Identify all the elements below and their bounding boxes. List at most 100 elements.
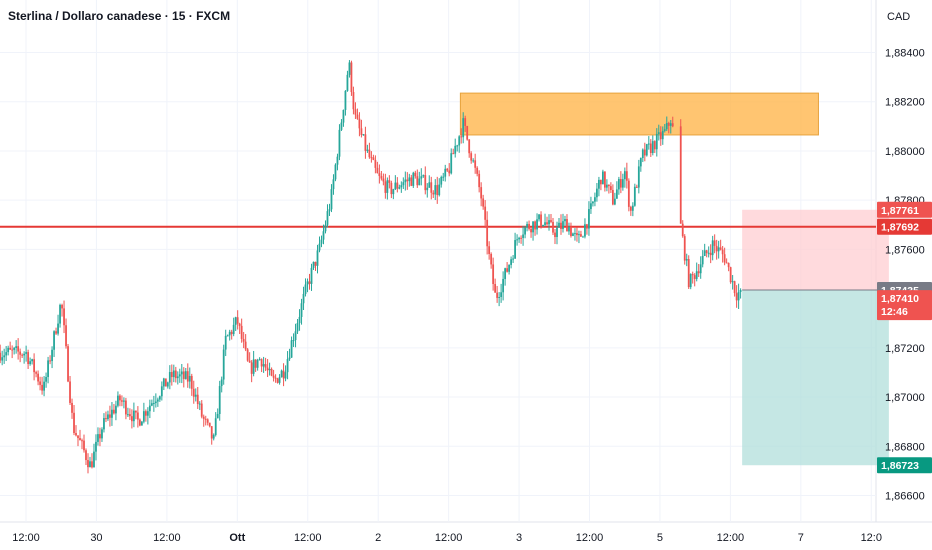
candle (200, 400, 203, 419)
candle (150, 399, 153, 407)
candle (296, 318, 299, 334)
candle (661, 126, 664, 145)
candle (645, 143, 648, 157)
take-profit-area[interactable] (742, 289, 889, 466)
candle (641, 148, 644, 163)
candle (127, 407, 129, 417)
candle (338, 124, 341, 161)
candle (346, 70, 349, 92)
candle (17, 338, 20, 360)
candle (701, 250, 704, 268)
candle (15, 340, 18, 354)
svg-text:1,87410: 1,87410 (881, 293, 919, 305)
candle (172, 364, 175, 383)
candle (568, 222, 570, 235)
candle (649, 139, 652, 157)
candle (103, 413, 105, 433)
time-tick-label: 12:00 (153, 532, 181, 544)
candle (538, 213, 540, 222)
candle (434, 179, 437, 201)
candle (59, 303, 61, 328)
time-axis[interactable]: 12:00 30 12:00 Ott 12:00 2 12:00 3 12:00 5 12:00 7 1… (12, 532, 882, 544)
candle (314, 261, 317, 271)
candle (655, 128, 658, 157)
candle (322, 224, 325, 245)
candle (480, 182, 483, 207)
candle (240, 318, 243, 343)
price-tick-label: 1,87600 (885, 244, 925, 256)
candle (588, 201, 590, 236)
candle (735, 285, 738, 308)
target-price-badge: 1,86723 (877, 457, 932, 474)
candle (236, 310, 239, 330)
candle (117, 391, 119, 408)
price-tick-label: 1,87200 (885, 343, 925, 355)
candle (320, 235, 323, 248)
candle (164, 378, 167, 387)
candle (198, 401, 201, 411)
candle (607, 184, 610, 194)
currency-label[interactable]: CAD (887, 11, 910, 23)
candle (406, 172, 409, 190)
candle (657, 124, 660, 141)
candle (717, 240, 720, 259)
candle (176, 371, 179, 385)
candle (444, 164, 447, 182)
time-tick-label: 3 (516, 532, 522, 544)
candle (300, 298, 303, 325)
candle (91, 453, 93, 469)
candle (282, 363, 285, 387)
candle (160, 381, 163, 401)
price-axis[interactable]: 1,884001,882001,880001,878001,876001,872… (885, 48, 925, 503)
candle (194, 388, 197, 402)
candle (594, 192, 596, 207)
candle (540, 211, 542, 229)
candle (466, 125, 469, 141)
candle (474, 153, 477, 174)
candle (274, 374, 277, 383)
candle (667, 121, 670, 134)
candle (625, 162, 628, 189)
candle (182, 367, 185, 388)
candle (224, 329, 227, 357)
candle (731, 275, 734, 290)
candle (526, 221, 528, 232)
candle (89, 456, 91, 468)
candle (737, 283, 740, 309)
candle (713, 234, 716, 254)
candle (605, 179, 608, 192)
candle (19, 348, 22, 363)
candle (107, 410, 109, 421)
candle (33, 353, 36, 381)
candle (97, 427, 99, 446)
candle (61, 303, 63, 317)
candle (582, 235, 584, 238)
candle (727, 262, 730, 272)
candle (651, 135, 654, 156)
candle (366, 144, 369, 153)
candle (663, 123, 666, 133)
candle (9, 341, 12, 351)
candle (222, 344, 225, 385)
candle (37, 370, 39, 386)
candle (586, 223, 588, 235)
candle (166, 381, 169, 389)
candle (262, 356, 265, 373)
candle (146, 407, 149, 425)
time-tick-label: 2 (375, 532, 381, 544)
candle (492, 257, 495, 291)
bar-countdown: 12:46 (881, 306, 908, 318)
candle (125, 397, 127, 420)
candle (260, 358, 263, 373)
candle (564, 215, 566, 226)
candle (500, 283, 503, 303)
candle (554, 228, 556, 245)
candle (318, 236, 321, 253)
stop-loss-area[interactable] (742, 209, 889, 290)
candle (276, 377, 279, 384)
candle (643, 142, 646, 162)
candle (364, 126, 367, 159)
candle (685, 253, 688, 267)
resistance-zone[interactable] (459, 92, 819, 136)
